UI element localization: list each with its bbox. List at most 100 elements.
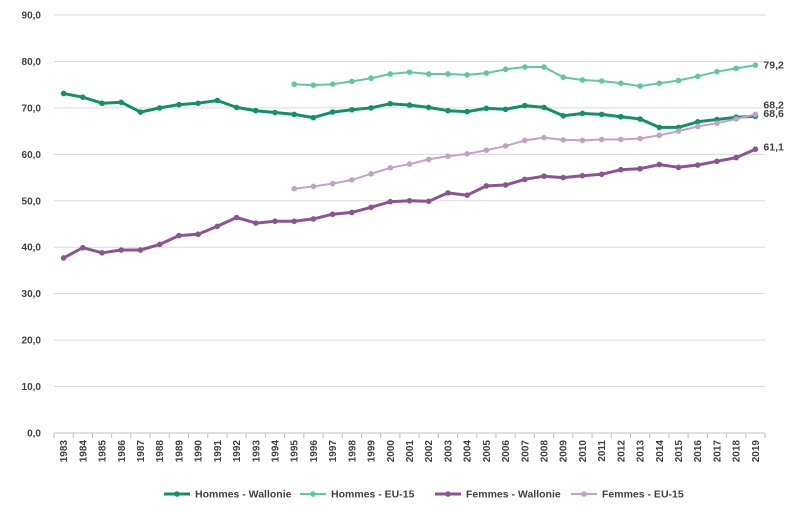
legend-item: Hommes - Wallonie	[164, 489, 292, 501]
legend-item: Hommes - EU-15	[300, 489, 415, 501]
data-point	[176, 232, 182, 239]
data-point	[521, 137, 528, 144]
x-tick-label: 2003	[443, 440, 454, 463]
data-point	[195, 100, 201, 107]
data-point	[329, 211, 336, 218]
legend-swatch-marker	[174, 491, 180, 497]
data-point	[541, 64, 547, 70]
x-tick-label: 2017	[712, 440, 723, 463]
data-point	[675, 77, 682, 84]
x-tick-label: 2016	[693, 440, 704, 463]
data-point	[521, 102, 528, 109]
data-point	[252, 107, 259, 114]
data-point	[80, 94, 86, 101]
data-point	[637, 116, 643, 122]
data-point	[252, 220, 259, 226]
data-point	[291, 81, 298, 88]
data-point	[464, 151, 470, 157]
data-point	[598, 171, 605, 178]
data-point	[483, 105, 490, 112]
data-point	[502, 182, 509, 188]
data-point	[80, 244, 86, 251]
data-point	[310, 82, 317, 88]
data-point	[675, 164, 682, 171]
y-tick-label: 70,0	[22, 103, 42, 114]
end-value-label: 68,2	[763, 100, 784, 112]
data-point	[637, 83, 643, 89]
x-tick-label: 1984	[78, 440, 89, 463]
data-point	[156, 105, 163, 111]
y-tick-label: 50,0	[22, 196, 42, 207]
data-point	[733, 154, 739, 161]
end-value-label: 68,6	[763, 108, 784, 120]
data-point	[195, 231, 201, 238]
data-point	[618, 113, 624, 120]
data-point	[406, 69, 413, 75]
data-point	[464, 108, 470, 115]
data-point	[445, 153, 451, 159]
y-tick-label: 90,0	[22, 11, 42, 22]
x-tick-label: 2008	[540, 440, 551, 463]
data-point	[733, 65, 739, 72]
data-point	[618, 80, 624, 87]
data-point	[349, 78, 355, 85]
x-tick-label: 1987	[136, 440, 147, 463]
data-point	[60, 90, 67, 97]
legend-swatch-marker	[581, 491, 587, 497]
x-tick-label: 1998	[347, 440, 358, 463]
x-tick-label: 1993	[251, 440, 262, 463]
data-point	[291, 111, 298, 118]
x-tick-label: 1995	[290, 440, 301, 463]
data-point	[425, 104, 432, 111]
data-point	[329, 81, 336, 88]
data-point	[483, 183, 490, 189]
data-point	[598, 111, 605, 118]
legend-label: Hommes - Wallonie	[195, 489, 292, 501]
data-point	[579, 172, 586, 179]
data-point	[310, 216, 317, 222]
data-point	[118, 99, 125, 106]
data-point	[579, 110, 586, 117]
data-point	[656, 80, 663, 87]
data-point	[156, 241, 163, 248]
data-point	[502, 106, 509, 113]
data-point	[656, 161, 663, 168]
data-point	[329, 109, 336, 115]
data-point	[214, 97, 221, 104]
y-tick-label: 0,0	[27, 429, 41, 440]
data-point	[714, 120, 720, 127]
series-group	[60, 62, 759, 261]
legend-item: Femmes - EU-15	[571, 489, 684, 501]
data-point	[137, 247, 144, 253]
x-tick-label: 2018	[732, 440, 743, 463]
data-point	[233, 104, 240, 111]
data-point	[694, 162, 701, 168]
legend-label: Femmes - Wallonie	[466, 489, 561, 501]
data-point	[137, 109, 144, 115]
end-value-label: 61,1	[763, 142, 784, 154]
legend-label: Femmes - EU-15	[602, 489, 684, 501]
x-tick-label: 2002	[424, 440, 435, 463]
data-point	[368, 75, 374, 81]
data-point	[60, 255, 67, 261]
x-tick-label: 2000	[386, 440, 397, 463]
x-tick-label: 1986	[117, 440, 128, 463]
data-point	[752, 111, 759, 118]
legend-item: Femmes - Wallonie	[435, 489, 561, 501]
data-point	[464, 192, 470, 199]
data-point	[541, 134, 547, 141]
data-point	[656, 132, 663, 139]
x-tick-label: 1997	[328, 440, 339, 463]
x-tick-label: 1988	[155, 440, 166, 463]
data-point	[752, 146, 759, 153]
data-point	[387, 198, 394, 205]
legend-swatch-marker	[310, 491, 316, 497]
end-value-label: 79,2	[763, 60, 784, 72]
x-tick-label: 2005	[482, 440, 493, 463]
data-point	[714, 158, 720, 165]
data-point	[368, 171, 374, 177]
x-tick-label: 1989	[174, 440, 185, 463]
data-point	[560, 74, 567, 81]
